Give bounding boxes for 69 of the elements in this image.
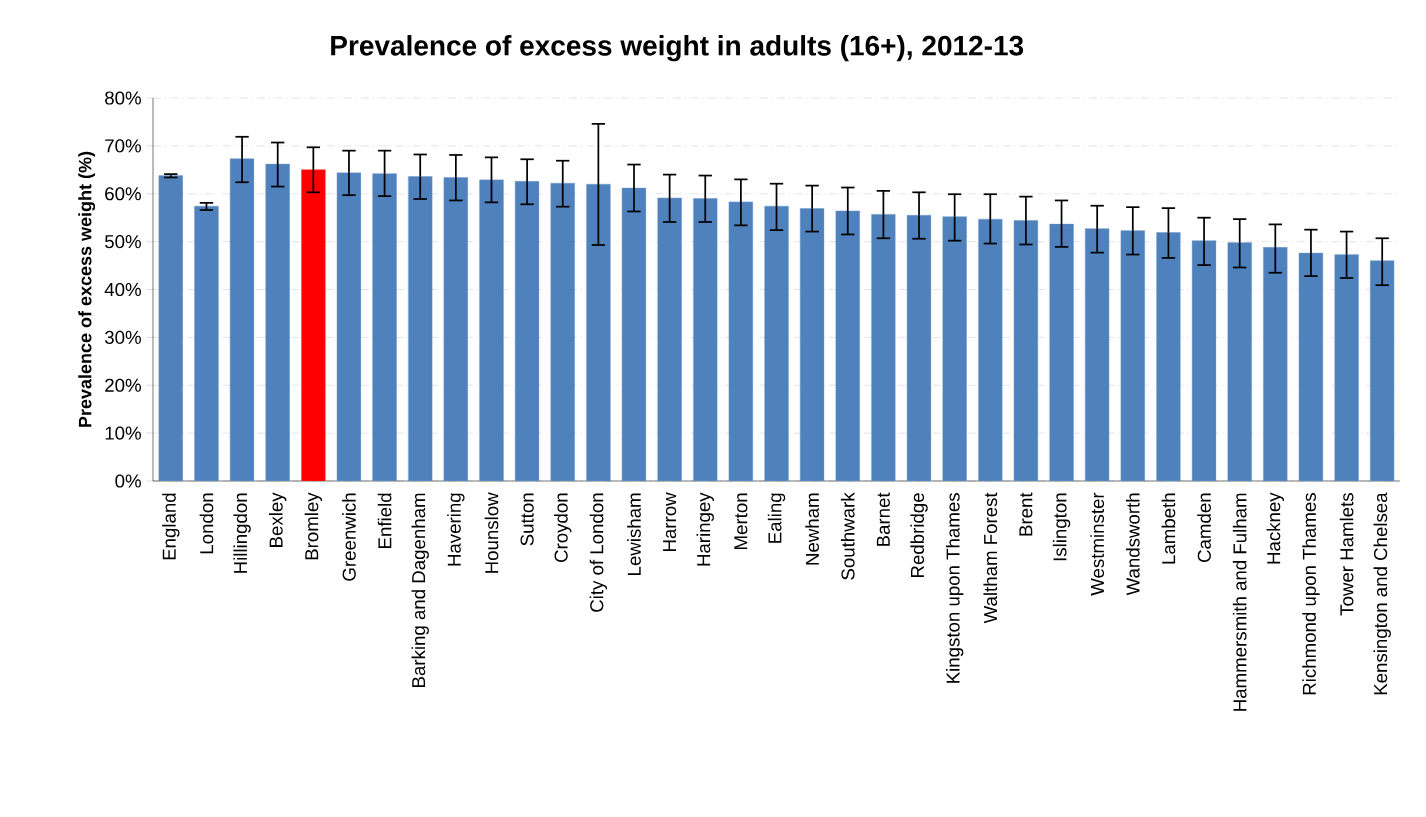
bar — [835, 210, 860, 481]
bar — [942, 216, 967, 481]
bar — [728, 201, 754, 481]
x-tick-label: Havering — [447, 493, 465, 566]
x-tick-label: Brent — [1019, 492, 1033, 536]
y-tick-label: 80% — [105, 91, 141, 105]
x-tick-label: Camden — [1197, 493, 1211, 562]
y-tick-label: 10% — [105, 426, 141, 440]
bar — [1013, 220, 1039, 481]
x-tick-label: Wandsworth — [1125, 493, 1140, 596]
x-tick-label: Barnet — [876, 492, 890, 546]
y-tick-label: 40% — [104, 282, 141, 297]
x-tick-label: Hackney — [1266, 492, 1285, 564]
x-tick-label: Kensington and Chelsea — [1373, 492, 1391, 695]
y-tick-label: 70% — [105, 139, 141, 153]
y-tick-label: 0% — [115, 474, 141, 488]
bar — [1334, 254, 1359, 481]
x-tick-label: Sutton — [520, 493, 534, 546]
bar — [372, 173, 397, 481]
bar — [229, 158, 255, 481]
bar — [1049, 223, 1074, 481]
x-tick-label: Barking and Dagenham — [411, 493, 429, 687]
bar — [301, 169, 326, 481]
bar — [621, 187, 647, 481]
x-tick-label: Greenwich — [342, 493, 356, 581]
x-tick-label: Hammersmith and Fulham — [1232, 493, 1247, 711]
bar — [479, 179, 504, 481]
x-tick-label: City of London — [589, 493, 608, 612]
x-tick-label: Redbridge — [910, 493, 928, 577]
x-tick-label: Southwark — [840, 492, 855, 580]
x-tick-label: Tower Hamlets — [1339, 493, 1354, 616]
x-tick-label: Richmond upon Thames — [1302, 493, 1320, 695]
x-tick-label: Lewisham — [627, 493, 641, 575]
x-tick-label: Lambeth — [1161, 493, 1176, 564]
x-tick-label: Bexley — [269, 492, 287, 547]
chart-title: Prevalence of excess weight in adults (16+), 2012-13 — [331, 35, 1024, 62]
x-tick-label: London — [199, 493, 214, 554]
x-tick-label: Waltham Forest — [983, 492, 998, 624]
x-tick-label: England — [162, 493, 180, 560]
x-tick-label: Ealing — [767, 493, 786, 543]
x-tick-label: Kingston upon Thames — [945, 493, 964, 683]
bar — [514, 181, 540, 481]
x-tick-label: Hillingdon — [233, 493, 251, 573]
bar — [265, 163, 290, 481]
x-tick-label: Newham — [805, 493, 819, 565]
y-tick-label: 50% — [105, 235, 141, 249]
y-tick-label: 30% — [104, 330, 141, 344]
x-tick-label: Islington — [1052, 493, 1071, 561]
x-tick-label: Croydon — [554, 493, 572, 562]
x-tick-label: Enfield — [377, 493, 392, 548]
bar — [550, 182, 575, 481]
x-tick-label: Merton — [734, 493, 748, 549]
bar — [657, 197, 682, 481]
x-tick-label: Hounslow — [484, 492, 499, 573]
bar — [1084, 228, 1110, 481]
x-tick-label: Haringey — [696, 492, 714, 566]
y-axis-title: Prevalence of excess weight (%) — [78, 151, 96, 427]
bar — [906, 215, 932, 481]
y-tick-label: 20% — [105, 378, 141, 392]
bar — [1191, 240, 1217, 481]
bar — [1227, 242, 1252, 481]
x-tick-label: Westminster — [1090, 492, 1105, 596]
bar — [1120, 230, 1145, 481]
y-tick-label: 60% — [105, 187, 141, 201]
bar — [799, 208, 825, 481]
bar — [1370, 260, 1395, 481]
x-tick-label: Bromley — [304, 492, 323, 560]
bar — [443, 177, 469, 481]
x-tick-label: Harrow — [663, 492, 677, 552]
